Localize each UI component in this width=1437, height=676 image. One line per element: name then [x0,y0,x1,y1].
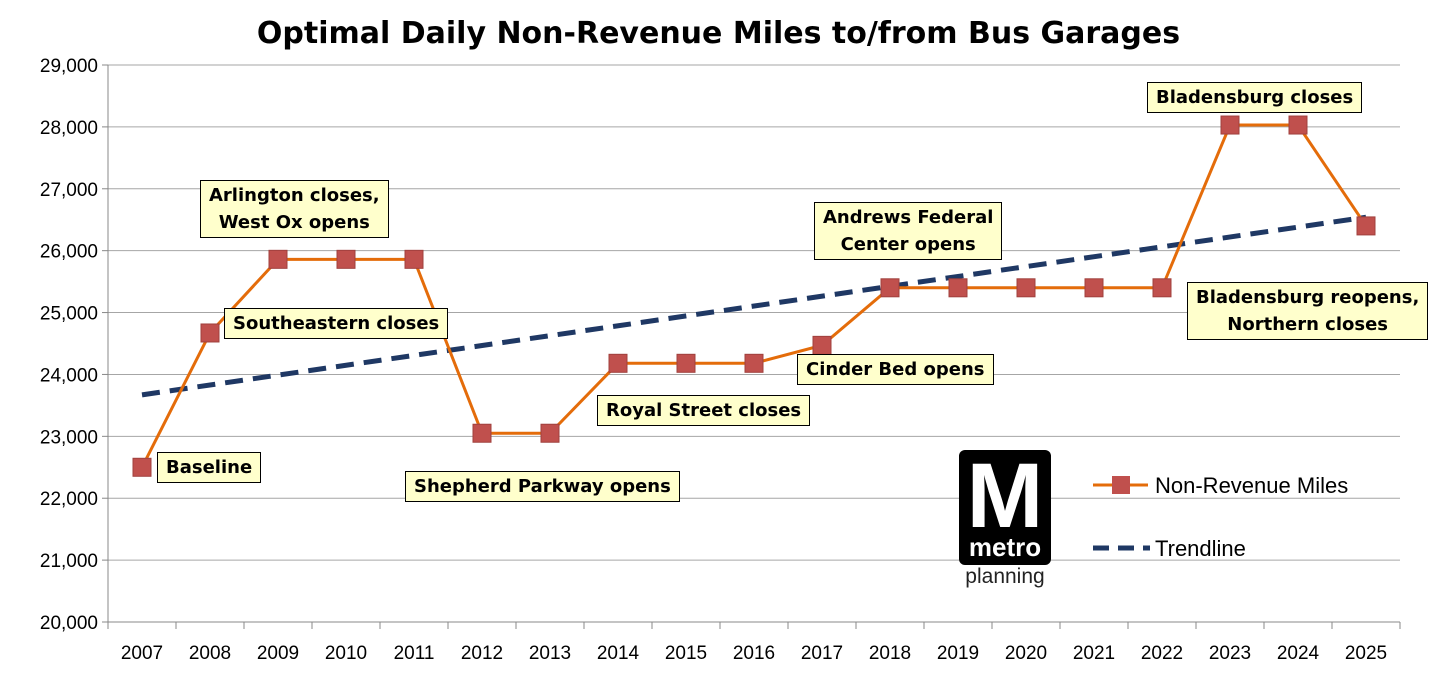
data-point [744,353,764,373]
y-tick-label: 28,000 [40,118,98,139]
data-point [268,249,288,269]
data-point [812,335,832,355]
y-tick-label: 24,000 [40,365,98,386]
data-point [948,278,968,298]
legend-label-nrm: Non-Revenue Miles [1155,473,1348,498]
data-point [200,323,220,343]
y-tick-label: 20,000 [40,613,98,634]
y-tick-label: 21,000 [40,551,98,572]
x-tick-label: 2011 [394,643,435,664]
logo-mark: M [966,445,1044,547]
data-point [540,423,560,443]
logo-word: metro [968,532,1042,562]
x-tick-label: 2023 [1209,643,1251,664]
x-tick-label: 2022 [1141,643,1183,664]
data-point [1084,278,1104,298]
logo-sub: planning [965,565,1045,588]
annotation-arlington: Arlington closes, West Ox opens [200,180,389,238]
x-tick-label: 2020 [1005,643,1047,664]
x-tick-label: 2007 [121,643,163,664]
data-point [336,249,356,269]
annotation-bladensburg-reopens: Bladensburg reopens, Northern closes [1187,282,1429,340]
data-point [132,457,152,477]
annotation-andrews: Andrews Federal Center opens [814,202,1003,260]
x-tick-label: 2019 [937,643,979,664]
x-tick-label: 2014 [597,643,640,664]
x-tick-label: 2015 [665,643,707,664]
x-tick-label: 2018 [869,643,911,664]
x-tick-label: 2017 [801,643,843,664]
x-tick-label: 2010 [325,643,367,664]
data-point [1152,278,1172,298]
x-tick-label: 2016 [733,643,775,664]
data-point [472,423,492,443]
legend-marker-nrm [1112,476,1130,494]
annotation-shepherd: Shepherd Parkway opens [405,471,680,502]
metro-logo: M metro planning [959,445,1053,589]
data-point [676,353,696,373]
x-tick-label: 2013 [529,643,571,664]
data-point [1220,115,1240,135]
y-tick-label: 27,000 [40,180,98,201]
x-tick-label: 2025 [1345,643,1387,664]
x-tick-label: 2024 [1277,643,1320,664]
chart-title: Optimal Daily Non-Revenue Miles to/from … [256,16,1181,51]
legend-label-trend: Trendline [1155,536,1246,561]
x-tick-label: 2021 [1073,643,1115,664]
y-tick-label: 22,000 [40,489,98,510]
y-tick-label: 25,000 [40,304,98,325]
data-point [404,249,424,269]
y-tick-label: 26,000 [40,242,98,263]
y-tick-label: 29,000 [40,56,98,77]
data-point [880,278,900,298]
x-tick-label: 2008 [189,643,231,664]
data-point [1356,216,1376,236]
annotation-southeastern: Southeastern closes [224,308,449,339]
data-point [1016,278,1036,298]
annotation-bladensburg-closes: Bladensburg closes [1147,82,1363,113]
annotation-cinder-bed: Cinder Bed opens [797,354,994,385]
x-tick-label: 2012 [461,643,503,664]
annotation-baseline: Baseline [157,452,262,483]
data-point [1288,115,1308,135]
annotation-royal-street: Royal Street closes [597,395,811,426]
data-point [608,353,628,373]
trendline [141,214,1367,398]
y-tick-label: 23,000 [40,427,98,448]
x-tick-label: 2009 [257,643,299,664]
